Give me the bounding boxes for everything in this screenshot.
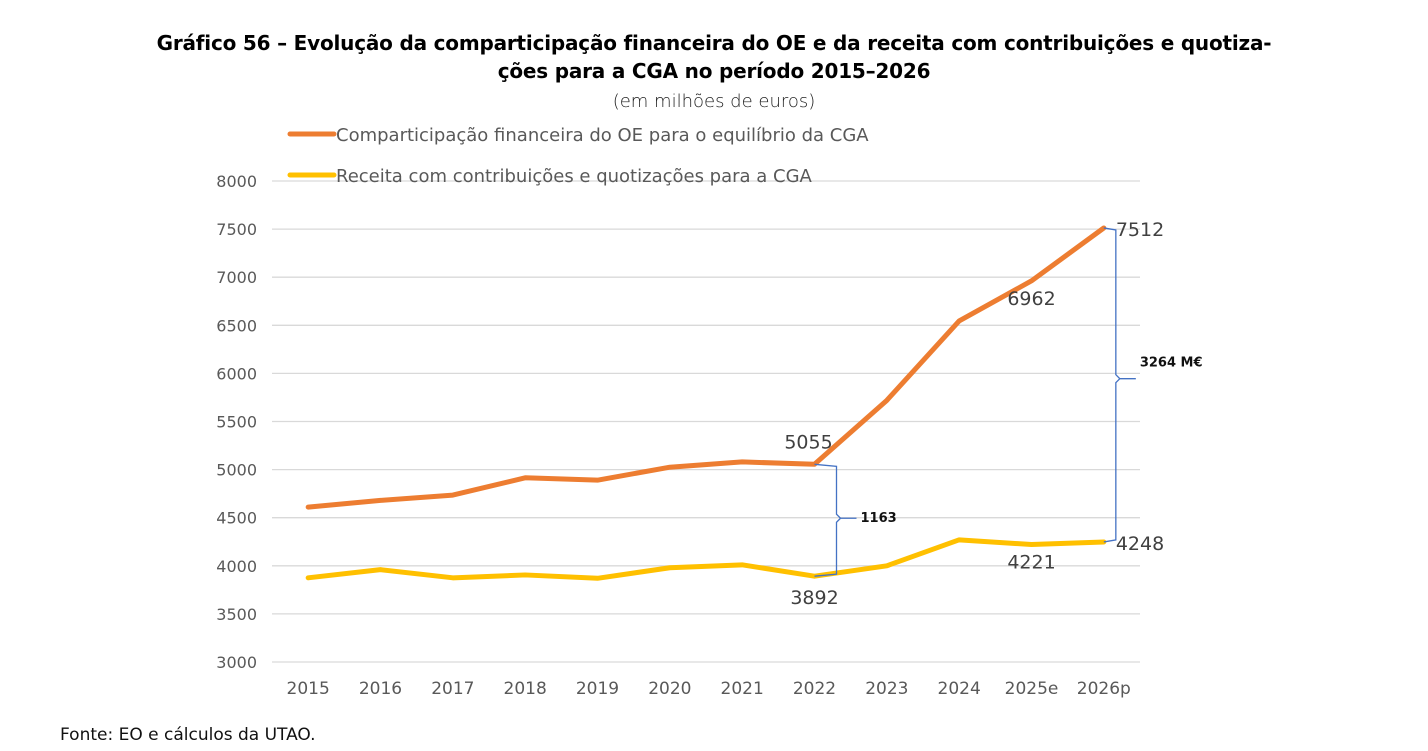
x-tick-label: 2017 xyxy=(431,679,474,699)
gridlines xyxy=(272,180,1140,663)
y-tick-label: 5000 xyxy=(216,461,257,480)
x-tick-label: 2026p xyxy=(1077,679,1131,699)
data-label: 4248 xyxy=(1116,533,1164,555)
x-tick-label: 2020 xyxy=(648,679,691,699)
y-tick-label: 6000 xyxy=(216,364,257,383)
series-line-receita xyxy=(305,537,1107,581)
legend-label: Receita com contribuições e quotizações … xyxy=(336,166,813,187)
y-tick-label: 4000 xyxy=(216,557,257,576)
source-note: Fonte: EO e cálculos da UTAO. xyxy=(60,725,316,745)
y-axis-ticks: 3000 3500 4000 4500 5000 5500 6000 6500 7000 7500… xyxy=(216,172,257,672)
bracket-label: 3264 M€ xyxy=(1140,356,1203,371)
data-labels: 5055 6962 7512 3892 4221 4248 xyxy=(784,219,1164,609)
x-tick-label: 2024 xyxy=(938,679,981,699)
bracket-label: 1163 xyxy=(861,511,897,526)
y-tick-label: 3000 xyxy=(216,653,257,672)
x-tick-label: 2023 xyxy=(865,679,908,699)
x-tick-label: 2022 xyxy=(793,679,836,699)
chart-subtitle: (em milhões de euros) xyxy=(612,91,816,112)
bracket-2026 xyxy=(1103,227,1136,543)
chart-title-line-2: ções para a CGA no período 2015–2026 xyxy=(497,59,931,83)
legend-label: Comparticipação financeira do OE para o … xyxy=(336,125,869,146)
legend: Comparticipação financeira do OE para o … xyxy=(287,125,869,187)
x-tick-label: 2018 xyxy=(504,679,547,699)
line-chart: 3000 3500 4000 4500 5000 5500 6000 6500 7000 7500… xyxy=(216,125,1203,699)
y-tick-label: 7000 xyxy=(216,268,257,287)
data-label: 4221 xyxy=(1007,552,1055,574)
data-label: 7512 xyxy=(1116,219,1164,241)
y-tick-label: 8000 xyxy=(216,172,257,191)
data-label: 5055 xyxy=(784,431,832,453)
y-tick-label: 4500 xyxy=(216,509,257,528)
data-label: 6962 xyxy=(1007,288,1055,310)
series-lines xyxy=(305,225,1107,581)
x-tick-label: 2025e xyxy=(1005,679,1059,699)
data-label: 3892 xyxy=(790,587,838,609)
x-axis-ticks: 2015 2016 2017 2018 2019 2020 2021 2022 2023 2024… xyxy=(287,679,1131,699)
y-tick-label: 5500 xyxy=(216,413,257,432)
y-tick-label: 3500 xyxy=(216,605,257,624)
series-line-oe xyxy=(305,225,1107,510)
y-tick-label: 6500 xyxy=(216,316,257,335)
annotation-brackets: 1163 3264 M€ xyxy=(814,227,1203,577)
bracket-2022 xyxy=(814,463,857,577)
chart-title-line-1: Gráfico 56 – Evolução da comparticipação… xyxy=(156,31,1272,55)
x-tick-label: 2016 xyxy=(359,679,402,699)
x-tick-label: 2021 xyxy=(721,679,764,699)
x-tick-label: 2019 xyxy=(576,679,619,699)
y-tick-label: 7500 xyxy=(216,220,257,239)
x-tick-label: 2015 xyxy=(287,679,330,699)
